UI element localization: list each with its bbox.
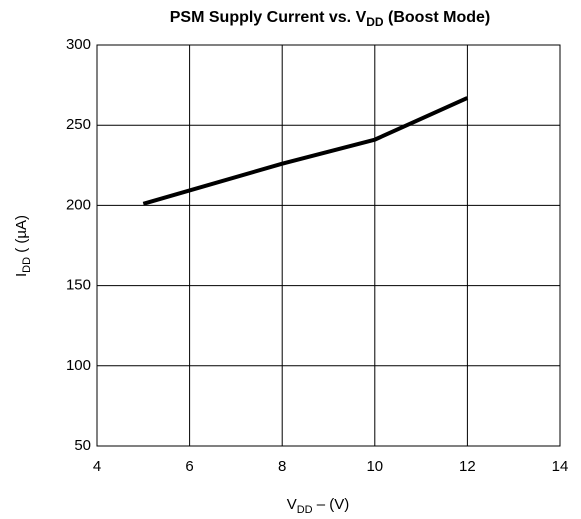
x-tick-label: 12 [459, 458, 476, 475]
title-subscript: DD [366, 15, 384, 29]
x-tick-label: 6 [185, 458, 193, 475]
y-tick-label: 300 [66, 36, 91, 53]
chart-title: PSM Supply Current vs. VDD (Boost Mode) [170, 9, 490, 29]
y-tick-label: 200 [66, 196, 91, 213]
label-subscript: DD [21, 257, 33, 273]
x-tick-label: 14 [552, 458, 569, 475]
y-tick-label: 250 [66, 116, 91, 133]
x-axis-label: VDD – (V) [287, 496, 350, 516]
data-line [142, 96, 469, 206]
label-part: – (V) [313, 496, 350, 513]
x-tick-label: 10 [366, 458, 383, 475]
y-tick-label: 150 [66, 277, 91, 294]
label-part: ( (µA) [13, 215, 30, 257]
y-tick-label: 100 [66, 357, 91, 374]
label-part: V [287, 496, 297, 513]
x-tick-label: 8 [278, 458, 286, 475]
label-subscript: DD [297, 504, 313, 516]
y-axis-label: IDD ( (µA) [13, 215, 33, 277]
title-part: (Boost Mode) [384, 9, 491, 26]
label-part: I [13, 273, 30, 277]
title-part: PSM Supply Current vs. V [170, 9, 367, 26]
y-tick-label: 50 [74, 437, 91, 454]
x-tick-label: 4 [93, 458, 101, 475]
plot-frame [96, 44, 561, 447]
